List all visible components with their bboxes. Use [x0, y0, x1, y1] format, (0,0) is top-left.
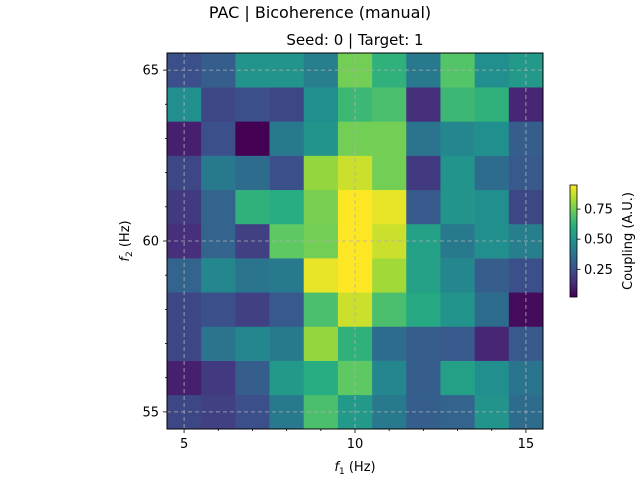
- heatmap-cell: [235, 155, 270, 191]
- heatmap-cell: [235, 87, 270, 122]
- y-axis-label: f2 (Hz): [118, 220, 135, 261]
- heatmap-cell: [474, 326, 510, 361]
- heatmap-cell: [235, 326, 270, 361]
- heatmap-cell: [235, 258, 270, 293]
- y-axis-ticks: 55 60 65: [142, 64, 167, 420]
- heatmap-cell: [406, 189, 441, 225]
- heatmap-cell: [440, 121, 475, 156]
- heatmap-cell: [303, 121, 339, 156]
- heatmap-cell: [269, 326, 305, 361]
- heatmap-cell: [303, 87, 339, 122]
- heatmap-cell: [201, 292, 236, 327]
- heatmap-cell: [440, 258, 475, 293]
- heatmap-cell: [235, 292, 270, 327]
- heatmap-cell: [269, 292, 305, 327]
- y-tick-label: 65: [142, 64, 159, 79]
- heatmap-cell: [372, 360, 407, 396]
- heatmap-cell: [201, 189, 236, 225]
- heatmap-cell: [235, 121, 270, 156]
- heatmap-cell: [303, 258, 339, 293]
- heatmap-cell: [269, 258, 305, 293]
- heatmap-cell: [303, 326, 339, 361]
- heatmap-cell: [440, 189, 475, 225]
- heatmap-cell: [303, 155, 339, 191]
- heatmap-cell: [201, 360, 236, 396]
- x-axis-ticks: 5 10 15: [180, 429, 534, 452]
- y-tick-label: 55: [142, 405, 159, 420]
- x-axis-label: f1 (Hz): [334, 460, 375, 477]
- y-tick-label: 60: [142, 235, 159, 250]
- x-tick-label: 10: [347, 437, 364, 452]
- heatmap-cell: [269, 360, 305, 396]
- heatmap-cell: [440, 87, 475, 122]
- heatmap-cell: [372, 326, 407, 361]
- heatmap-cell: [269, 155, 305, 191]
- heatmap-cell: [201, 121, 236, 156]
- heatmap-cell: [406, 87, 441, 122]
- heatmap-cell: [372, 87, 407, 122]
- heatmap-cell: [474, 258, 510, 293]
- heatmap-cell: [201, 326, 236, 361]
- heatmap-cell: [235, 360, 270, 396]
- heatmap-cell: [235, 189, 270, 225]
- heatmap-cell: [474, 87, 510, 122]
- colorbar-label: Coupling (A.U.): [621, 192, 636, 290]
- figure-suptitle: PAC | Bicoherence (manual): [209, 3, 431, 22]
- heatmap-cell: [201, 258, 236, 293]
- x-tick-label: 15: [518, 437, 535, 452]
- heatmap-cell: [440, 292, 475, 327]
- heatmap-cell: [440, 360, 475, 396]
- heatmap-cell: [372, 258, 407, 293]
- heatmap-cell: [303, 360, 339, 396]
- heatmap-cell: [440, 326, 475, 361]
- heatmap-cell: [406, 121, 441, 156]
- heatmap-cell: [269, 87, 305, 122]
- heatmap-cell: [269, 121, 305, 156]
- heatmap-cell: [269, 189, 305, 225]
- colorbar: [569, 184, 578, 298]
- colorbar-ticks: 0.25 0.50 0.75: [577, 203, 613, 278]
- heatmap-cell: [474, 189, 510, 225]
- colorbar-tick-label: 0.75: [584, 203, 613, 218]
- heatmap-cell: [372, 292, 407, 327]
- heatmap-cell: [303, 189, 339, 225]
- heatmap-cell: [372, 189, 407, 225]
- heatmap-cell: [303, 292, 339, 327]
- heatmap-cell: [440, 155, 475, 191]
- heatmap-cell: [474, 292, 510, 327]
- heatmap-cell: [406, 258, 441, 293]
- heatmap-cell: [406, 155, 441, 191]
- heatmap-cell: [201, 87, 236, 122]
- heatmap-cell: [406, 360, 441, 396]
- heatmap-cell: [474, 155, 510, 191]
- heatmap-cell: [406, 292, 441, 327]
- heatmap-cell: [474, 121, 510, 156]
- heatmap-cell: [372, 121, 407, 156]
- heatmap-cell: [406, 326, 441, 361]
- colorbar-tick-label: 0.25: [584, 263, 613, 278]
- heatmap-cell: [201, 155, 236, 191]
- heatmap-cell: [474, 360, 510, 396]
- colorbar-tick-label: 0.50: [584, 233, 613, 248]
- x-tick-label: 5: [180, 437, 188, 452]
- axes-title: Seed: 0 | Target: 1: [286, 31, 423, 49]
- heatmap-cell: [372, 155, 407, 191]
